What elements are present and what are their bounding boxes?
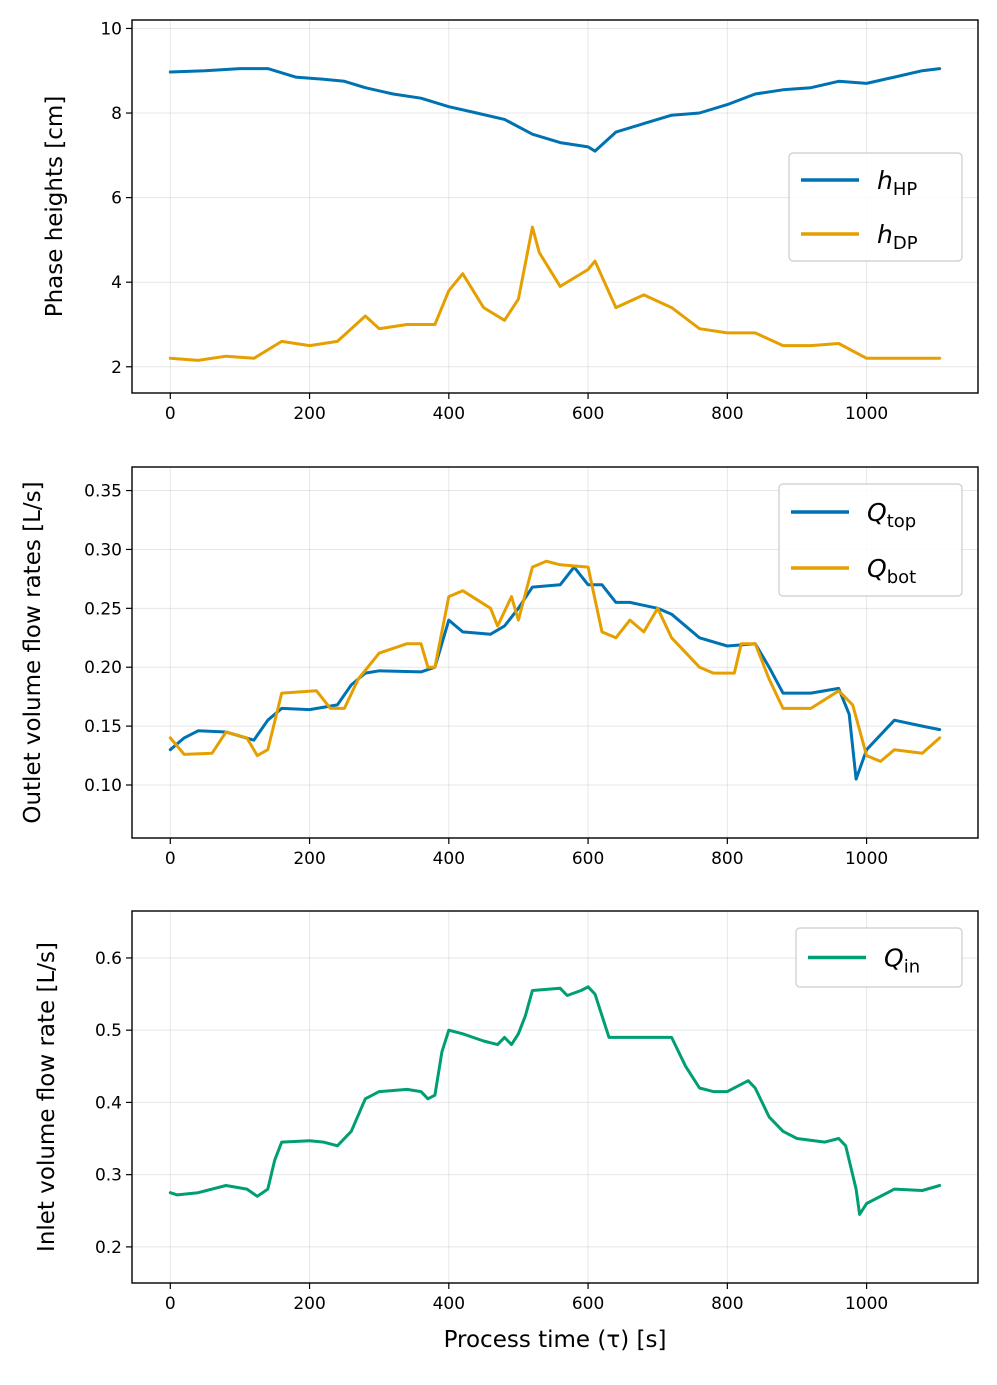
y-tick-label: 6 bbox=[111, 189, 122, 209]
y-tick-label: 0.20 bbox=[84, 658, 122, 678]
y-axis-label: Outlet volume flow rates [L/s] bbox=[20, 481, 46, 823]
x-axis-label: Process time (τ) [s] bbox=[444, 1327, 667, 1353]
legend: Qin bbox=[795, 927, 963, 988]
legend: Qtop Qbot bbox=[778, 483, 963, 597]
legend-label-in: Qin bbox=[884, 944, 920, 978]
series-line-HP bbox=[168, 67, 942, 153]
x-tick-label: 800 bbox=[711, 1294, 743, 1314]
legend-label-DP: hDP bbox=[877, 220, 918, 254]
y-tick-label: 0.5 bbox=[95, 1021, 122, 1041]
x-tick-label: 600 bbox=[572, 404, 604, 424]
y-tick-label: 2 bbox=[111, 358, 122, 378]
legend-label-bot: Qbot bbox=[867, 554, 916, 588]
legend-frame bbox=[788, 152, 963, 262]
x-tick-label: 0 bbox=[165, 1294, 176, 1314]
x-tick-label: 0 bbox=[165, 849, 176, 869]
legend: hHP hDP bbox=[788, 152, 963, 262]
chart-panel-1: 0 200 400 600 800 1000 2 4 6 8 10 Phase heights [cm… bbox=[42, 19, 979, 424]
y-tick-label: 0.35 bbox=[84, 482, 122, 502]
y-tick-label: 0.3 bbox=[95, 1166, 122, 1186]
axes-frame bbox=[131, 19, 979, 394]
x-tick-label: 400 bbox=[433, 849, 465, 869]
series-line-in bbox=[168, 985, 942, 1216]
series-line-DP bbox=[168, 225, 942, 362]
legend-label-top: Qtop bbox=[867, 498, 916, 532]
chart-panel-3: 0 200 400 600 800 1000 0.2 0.3 0.4 0.5 0.6 Inlet vo… bbox=[34, 910, 979, 1353]
x-tick-label: 800 bbox=[711, 404, 743, 424]
y-tick-label: 0.25 bbox=[84, 599, 122, 619]
x-tick-label: 200 bbox=[293, 1294, 325, 1314]
x-tick-label: 1000 bbox=[845, 1294, 888, 1314]
y-tick-label: 0.10 bbox=[84, 776, 122, 796]
x-tick-label: 400 bbox=[433, 404, 465, 424]
chart-panel-2: 0 200 400 600 800 1000 0.10 0.15 0.20 0.25 0.30 0.3… bbox=[20, 466, 979, 869]
legend-label-HP: hHP bbox=[877, 166, 917, 200]
series-line-bot bbox=[168, 559, 942, 763]
x-tick-label: 800 bbox=[711, 849, 743, 869]
y-axis-label: Phase heights [cm] bbox=[42, 96, 68, 318]
series-line-top bbox=[168, 565, 942, 781]
axes-frame bbox=[131, 910, 979, 1284]
y-tick-label: 0.30 bbox=[84, 540, 122, 560]
y-tick-label: 0.15 bbox=[84, 717, 122, 737]
x-tick-label: 1000 bbox=[845, 849, 888, 869]
x-tick-label: 200 bbox=[293, 404, 325, 424]
x-tick-label: 600 bbox=[572, 1294, 604, 1314]
x-tick-label: 0 bbox=[165, 404, 176, 424]
y-tick-label: 8 bbox=[111, 104, 122, 124]
y-tick-label: 4 bbox=[111, 273, 122, 293]
x-tick-label: 600 bbox=[572, 849, 604, 869]
y-tick-label: 10 bbox=[100, 19, 122, 39]
y-tick-label: 0.6 bbox=[95, 949, 122, 969]
x-tick-label: 400 bbox=[433, 1294, 465, 1314]
y-axis-label: Inlet volume flow rate [L/s] bbox=[34, 942, 60, 1252]
y-tick-label: 0.2 bbox=[95, 1238, 122, 1258]
axes-frame bbox=[131, 466, 979, 839]
x-tick-label: 1000 bbox=[845, 404, 888, 424]
x-tick-label: 200 bbox=[293, 849, 325, 869]
y-tick-label: 0.4 bbox=[95, 1093, 122, 1113]
legend-frame bbox=[795, 927, 963, 988]
